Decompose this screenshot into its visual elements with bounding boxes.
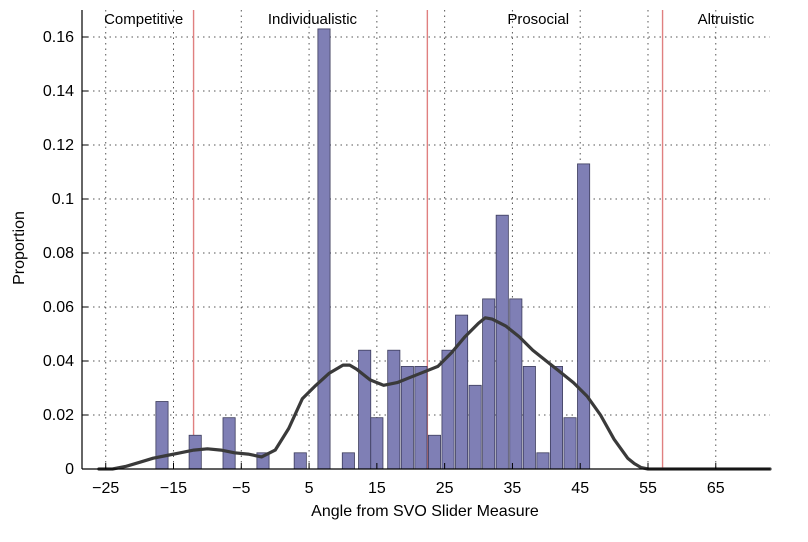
- bar: [468, 384, 482, 470]
- bar: [387, 349, 401, 470]
- bar: [509, 298, 523, 470]
- grid-layer: [82, 10, 770, 469]
- bar: [358, 349, 372, 470]
- bar: [441, 349, 455, 470]
- density-layer: [97, 316, 772, 471]
- x-tick-label: −15: [160, 480, 187, 497]
- bar: [536, 452, 550, 470]
- region-label: Competitive: [104, 11, 183, 28]
- y-tick-label: 0.16: [43, 29, 74, 46]
- region-label: Individualistic: [268, 11, 358, 28]
- region-label: Altruistic: [698, 11, 755, 28]
- x-tick-label: 15: [368, 480, 386, 497]
- bar: [370, 417, 384, 470]
- x-axis-title: Angle from SVO Slider Measure: [311, 503, 539, 520]
- bar: [414, 365, 428, 470]
- y-tick-label: 0.12: [43, 137, 74, 154]
- x-tick-label: 65: [707, 480, 725, 497]
- bar: [482, 298, 496, 470]
- bar: [549, 365, 563, 470]
- y-tick-label: 0.02: [43, 407, 74, 424]
- bar: [222, 417, 236, 470]
- y-tick-label: 0.08: [43, 245, 74, 262]
- boundary-layer: [192, 10, 664, 469]
- bar: [427, 434, 441, 470]
- bar: [563, 417, 577, 470]
- region-label: Prosocial: [507, 11, 569, 28]
- x-tick-label: 55: [639, 480, 657, 497]
- y-tick-label: 0.14: [43, 83, 74, 100]
- bar: [495, 214, 509, 470]
- bar: [293, 452, 307, 470]
- x-tick-label: 25: [436, 480, 454, 497]
- density-curve: [97, 316, 772, 471]
- x-tick-label: 5: [305, 480, 314, 497]
- y-tick-label: 0.06: [43, 299, 74, 316]
- y-axis-title: Proportion: [11, 211, 28, 285]
- x-tick-label: −25: [92, 480, 119, 497]
- x-tick-label: −5: [232, 480, 250, 497]
- y-tick-label: 0.1: [52, 191, 74, 208]
- x-tick-label: 45: [571, 480, 589, 497]
- bar: [522, 365, 536, 470]
- labels-layer: Angle from SVO Slider Measure Proportion…: [11, 11, 755, 520]
- x-tick-label: 35: [504, 480, 522, 497]
- bar: [455, 314, 469, 470]
- y-tick-label: 0: [65, 461, 74, 478]
- bars-layer: [155, 28, 591, 470]
- y-tick-label: 0.04: [43, 353, 74, 370]
- bar: [317, 28, 331, 470]
- axes-layer: [81, 10, 770, 470]
- bar: [577, 163, 591, 470]
- bar: [341, 452, 355, 470]
